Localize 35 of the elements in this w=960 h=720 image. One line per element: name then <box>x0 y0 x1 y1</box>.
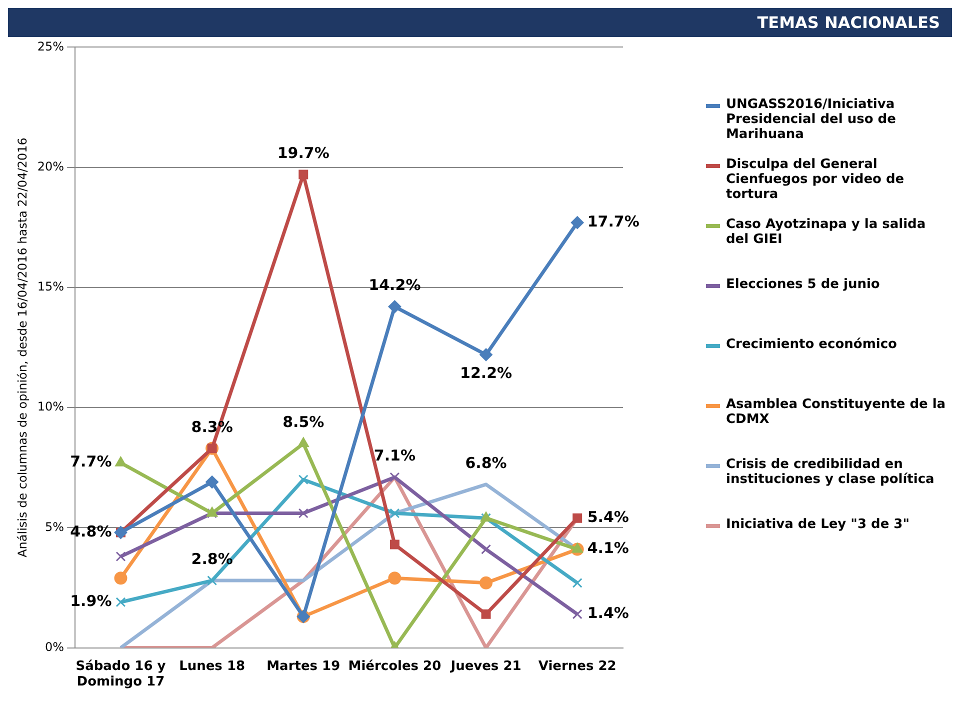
y-tick-label: 0% <box>45 640 64 654</box>
data-label: 19.7% <box>277 144 330 162</box>
data-label: 1.9% <box>70 592 112 610</box>
legend-label: Disculpa del General Cienfuegos por video de tortura <box>726 157 906 202</box>
data-label: 7.7% <box>70 452 112 471</box>
data-label: 5.4% <box>587 508 629 526</box>
y-tick-label: 15% <box>37 280 64 294</box>
x-tick-label: Jueves 21 <box>450 658 522 674</box>
y-tick-label: 5% <box>45 520 64 534</box>
x-tick-label: Sábado 16 y Domingo 17 <box>76 658 166 690</box>
data-label: 6.8% <box>465 454 507 472</box>
y-tick-label: 25% <box>37 39 64 54</box>
legend-label: Crecimiento económico <box>726 337 897 352</box>
data-label: 4.8% <box>70 522 112 540</box>
y-tick-label: 20% <box>37 159 64 174</box>
x-tick-label: Miércoles 20 <box>348 658 442 674</box>
legend-label: Elecciones 5 de junio <box>726 277 880 292</box>
x-tick-label: Lunes 18 <box>179 658 246 674</box>
y-axis-title: Análisis de columnas de opinión, desde 16/04/2016 hasta 22/04/2016 <box>15 138 30 558</box>
text: TEMAS NACIONALES <box>8 8 952 37</box>
legend-label: UNGASS2016/Iniciativa Presidencial del uso de Marihuana <box>726 97 897 142</box>
data-label: 12.2% <box>460 364 512 382</box>
legend-label: Asamblea Constituyente de la CDMX <box>726 397 946 427</box>
x-tick-label: Martes 19 <box>266 658 340 674</box>
data-label: 1.4% <box>587 604 629 622</box>
data-label: 7.1% <box>374 446 416 465</box>
data-label: 14.2% <box>368 276 421 294</box>
data-label: 17.7% <box>587 212 640 230</box>
data-label: 4.1% <box>587 539 629 558</box>
legend-label: Crisis de credibilidad en instituciones y clase política <box>726 457 936 487</box>
data-label: 8.5% <box>282 412 324 431</box>
x-tick-label: Viernes 22 <box>538 658 616 674</box>
legend-label: Caso Ayotzinapa y la salida del GIEI <box>726 217 927 247</box>
y-tick-label: 10% <box>37 400 64 414</box>
legend-label: Iniciativa de Ley "3 de 3" <box>726 517 910 532</box>
